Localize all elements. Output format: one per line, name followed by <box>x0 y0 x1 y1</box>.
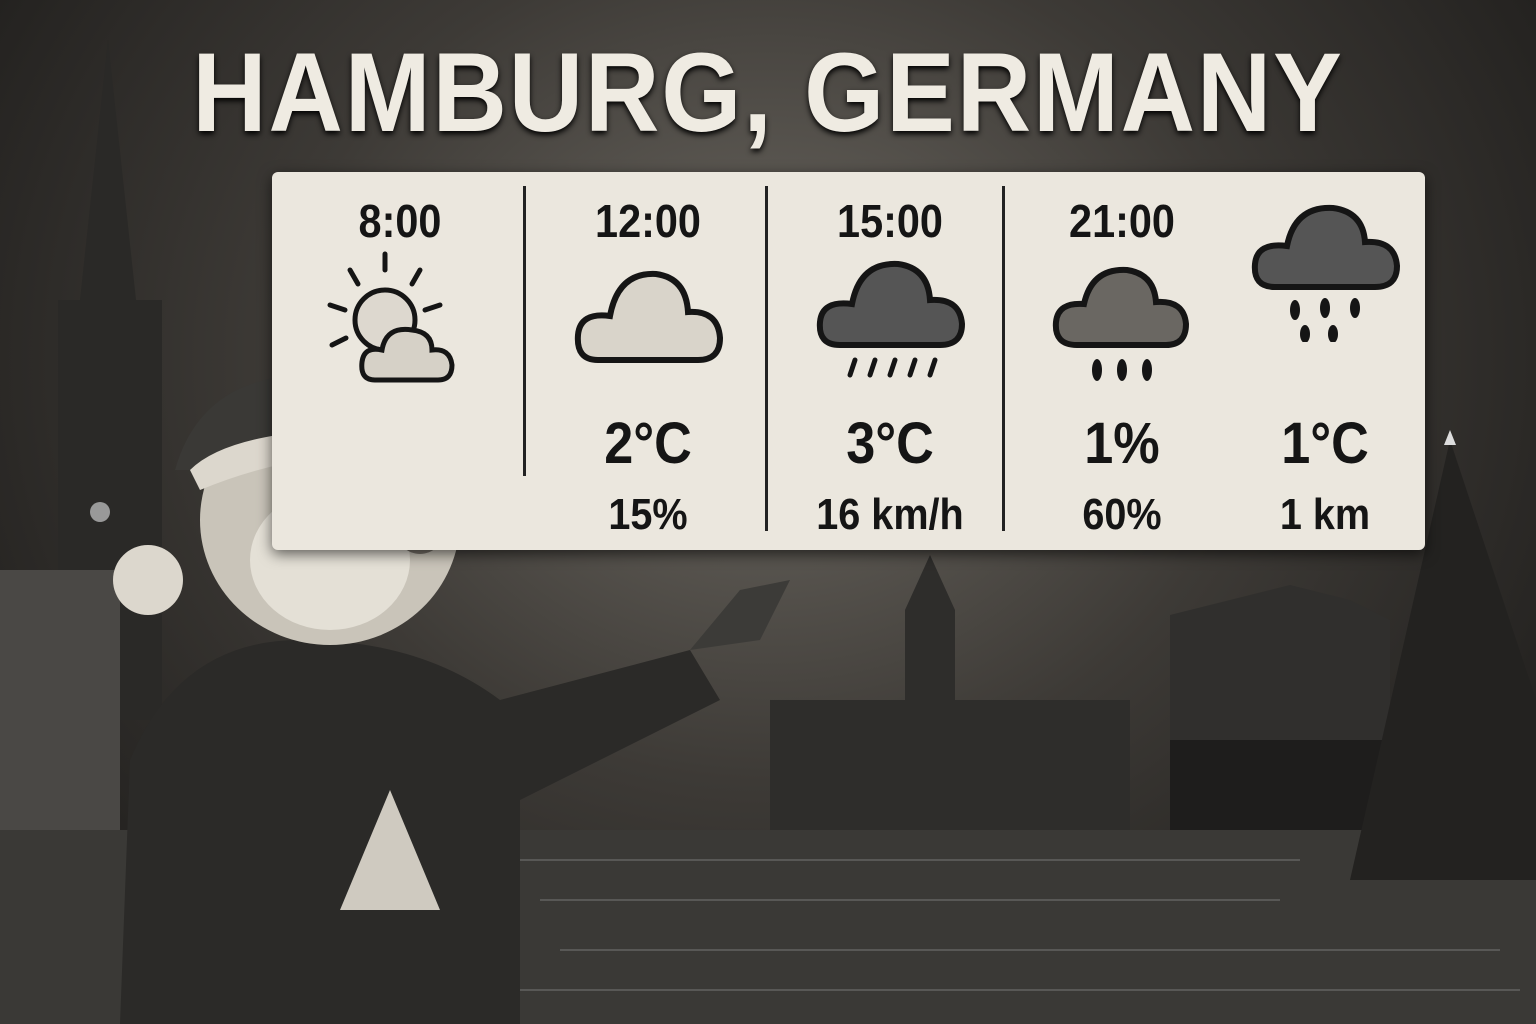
forecast-main: 1% <box>1084 411 1160 476</box>
christmas-tree <box>1350 430 1536 880</box>
forecast-column: 1°C 1 km <box>1210 172 1440 550</box>
building-left <box>0 570 120 830</box>
forecast-main: 3°C <box>846 411 934 476</box>
rain-drops-cloud-icon <box>1052 266 1190 381</box>
forecast-time: 12:00 <box>595 195 701 247</box>
page-title: HAMBURG, GERMANY <box>192 30 1344 155</box>
forecast-sub: 16 km/h <box>816 490 964 539</box>
heavy-rain-cloud-icon <box>1251 204 1401 342</box>
town-hall <box>770 555 1130 830</box>
column-divider <box>1002 186 1005 531</box>
forecast-column: 8:00 <box>285 172 515 550</box>
forecast-column: 21:00 1% 60% <box>1007 172 1237 550</box>
forecast-time: 21:00 <box>1069 195 1175 247</box>
rain-cloud-icon <box>816 260 966 378</box>
partly-sunny-icon <box>327 251 455 383</box>
forecast-column: 12:00 2°C 15% <box>533 172 763 550</box>
forecast-time: 8:00 <box>358 195 442 247</box>
forecast-main: 2°C <box>604 411 692 476</box>
forecast-panel: 8:00 12:00 2°C 15% 15:00 3°C 16 km/h <box>272 172 1425 550</box>
forecast-time: 15:00 <box>837 195 943 247</box>
column-divider <box>765 186 768 531</box>
column-divider <box>523 186 526 476</box>
forecast-sub: 60% <box>1082 490 1162 539</box>
forecast-main: 1°C <box>1281 411 1369 476</box>
ferret-mascot <box>113 374 790 1024</box>
forecast-column: 15:00 3°C 16 km/h <box>775 172 1005 550</box>
forecast-sub: 15% <box>608 490 688 539</box>
elbphilharmonie <box>1170 585 1390 830</box>
forecast-sub: 1 km <box>1279 490 1371 539</box>
cloud-icon <box>574 270 724 363</box>
